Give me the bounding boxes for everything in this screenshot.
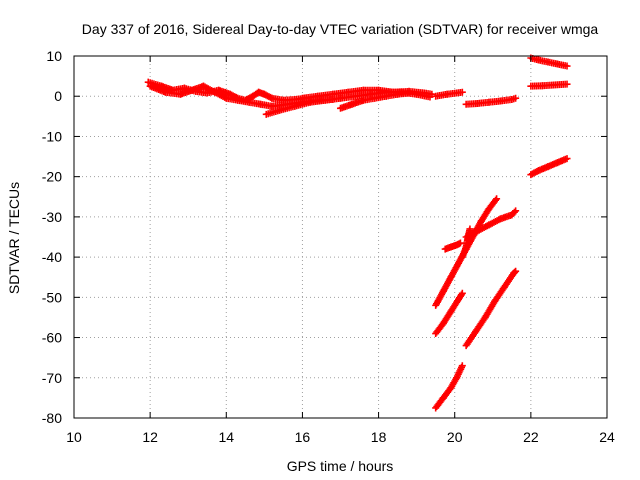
data-point [511,268,519,276]
series-track-12 [527,155,571,179]
data-point [512,207,520,215]
data-point [458,88,466,96]
y-tick-label: -50 [42,289,62,305]
data-point [512,94,520,102]
data-point [563,80,571,88]
data-point [457,291,465,299]
x-tick-label: 10 [66,429,82,445]
y-tick-label: 10 [46,48,62,64]
series-track-6 [298,86,436,102]
x-tick-label: 12 [142,429,158,445]
y-tick-label: -80 [42,410,62,426]
axis-ticks: 10 12 14 16 18 20 22 24 10 0 -10 -20 -30 -40 -50 -60 -70… [42,48,615,445]
series-track-13 [441,239,464,253]
data-point [405,89,413,97]
series-track-10 [527,54,571,70]
series-track-11 [527,80,571,90]
data-point [563,62,571,70]
data-point [492,196,500,204]
y-tick-label: 0 [54,88,62,104]
y-tick-label: -40 [42,249,62,265]
y-tick-label: -70 [42,370,62,386]
gridlines [74,56,607,418]
data-point [456,239,464,247]
y-axis-label: SDTVAR / TECUs [6,182,22,294]
x-tick-label: 20 [447,429,463,445]
y-tick-label: -30 [42,209,62,225]
series-track-18 [462,267,520,350]
data-point [512,267,520,275]
series-track-7 [337,89,413,112]
x-tick-label: 24 [599,429,615,445]
data-point [266,93,274,101]
x-tick-label: 22 [523,429,539,445]
x-tick-label: 16 [295,429,311,445]
y-tick-label: -20 [42,169,62,185]
plot-frame [73,55,608,419]
data-point [466,225,474,233]
chart-title: Day 337 of 2016, Sidereal Day-to-day VTE… [82,21,599,37]
data-point [493,195,501,203]
series-track-17 [432,289,466,338]
series-track-19 [432,362,466,412]
series-track-16 [462,207,520,241]
x-tick-label: 14 [218,429,234,445]
data-point [458,362,466,370]
x-tick-label: 18 [371,429,387,445]
x-axis-label: GPS time / hours [287,458,394,474]
data-point [428,90,436,98]
series-track-8 [432,88,466,100]
data-point [510,208,518,216]
data-point [458,289,466,297]
series-track-9 [462,94,520,108]
data-point [563,155,571,163]
y-tick-label: -10 [42,128,62,144]
data-points [144,54,571,412]
y-tick-label: -60 [42,330,62,346]
